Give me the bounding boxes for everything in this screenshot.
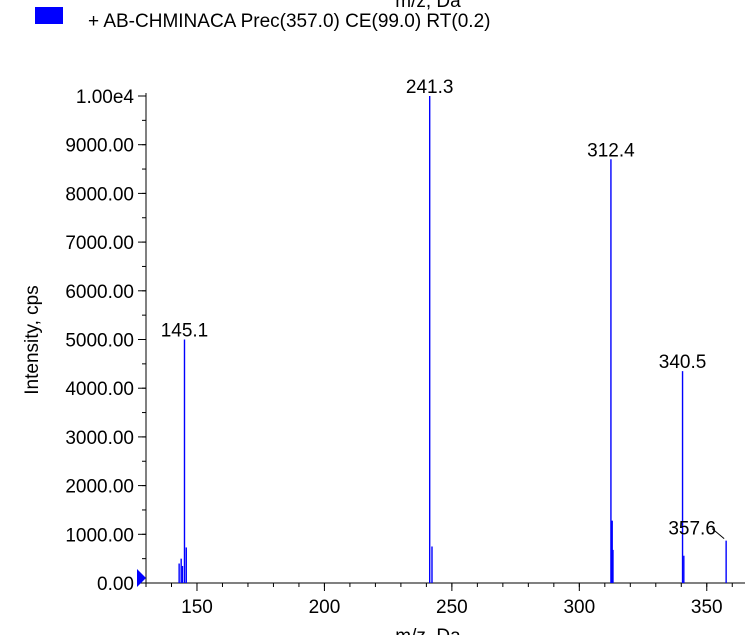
x-axis-title: m/z, Da: [395, 626, 461, 635]
y-tick-label: 8000.00: [65, 184, 134, 205]
peak-label: 357.6: [668, 519, 716, 540]
peaks: [178, 96, 727, 583]
x-tick-label: 350: [691, 597, 723, 618]
y-tick-label: 5000.00: [65, 331, 134, 352]
y-tick-label: 6000.00: [65, 282, 134, 303]
peak-label: 145.1: [161, 321, 209, 342]
peak-label: 241.3: [406, 77, 454, 98]
peak-labels: 145.1 241.3 312.4 340.5 357.6: [161, 77, 725, 540]
legend-swatch: [35, 7, 63, 24]
x-tick-label: 250: [436, 597, 468, 618]
x-tick-label: 200: [309, 597, 341, 618]
x-axis: 150 200 250 300 350: [145, 582, 745, 618]
y-tick-label: 7000.00: [65, 233, 134, 254]
y-tick-label: 9000.00: [65, 136, 134, 157]
legend-entry: + AB-CHMINACA Prec(357.0) CE(99.0) RT(0.…: [88, 11, 490, 32]
x-tick-label: 150: [181, 597, 213, 618]
y-axis-title: Intensity, cps: [22, 285, 43, 394]
y-axis: 0.00 1000.00 2000.00 3000.00 4000.00 5000.00 6…: [65, 87, 147, 595]
y-tick-label: 2000.00: [65, 477, 134, 498]
y-tick-label: 3000.00: [65, 428, 134, 449]
y-tick-label: 0.00: [97, 574, 134, 595]
peak-label: 312.4: [587, 140, 635, 161]
y-tick-label: 4000.00: [65, 379, 134, 400]
cropped-x-axis-title: m/z, Da: [395, 0, 461, 12]
peak-label: 340.5: [659, 352, 707, 373]
y-tick-label: 1.00e4: [76, 87, 135, 108]
x-tick-label: 300: [563, 597, 595, 618]
baseline-marker-icon: [137, 569, 146, 587]
y-tick-label: 1000.00: [65, 525, 134, 546]
peak-label-leader: [711, 528, 725, 540]
